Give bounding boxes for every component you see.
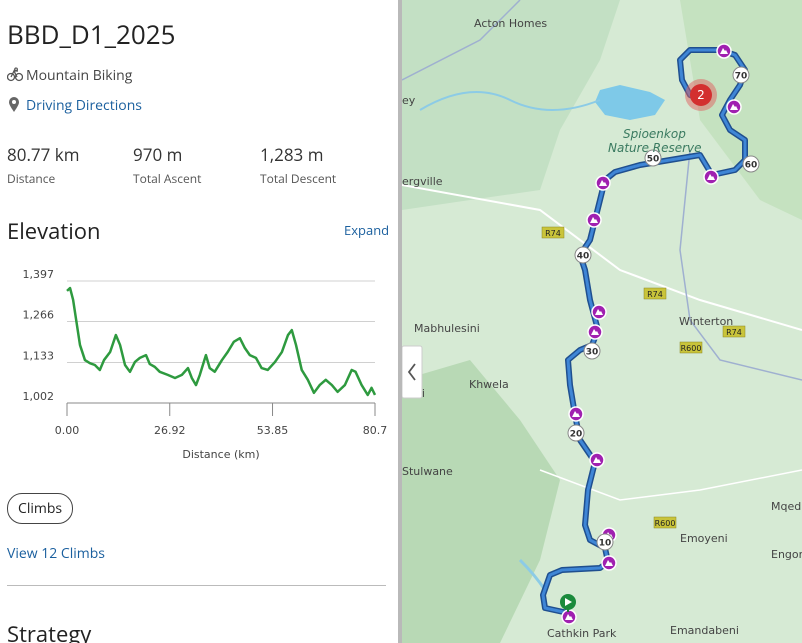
x-tick-label: 26.92 [154, 424, 186, 437]
km-marker [644, 149, 662, 167]
elevation-line [66, 286, 377, 397]
strategy-heading: Strategy [7, 619, 92, 643]
climb-icon [707, 174, 715, 180]
climb-icon [590, 217, 598, 223]
climbs-button[interactable]: Climbs [7, 493, 74, 524]
map-label: Cathkin Park [547, 627, 617, 640]
km-label: 20 [570, 430, 583, 440]
road-label: R600 [681, 344, 702, 353]
km-label: 30 [586, 348, 599, 358]
x-tick-label: 0.00 [55, 424, 80, 437]
x-tick-label: 53.85 [257, 424, 289, 437]
stat-value: 970 m [133, 143, 183, 166]
km-marker [742, 155, 760, 173]
expand-link[interactable]: Expand [344, 221, 390, 239]
driving-directions[interactable]: Driving Directions [26, 96, 142, 115]
y-tick-label: 1,002 [23, 390, 55, 403]
view-climbs-link[interactable]: View 12 Climbs [7, 544, 105, 563]
bike-icon [7, 67, 23, 82]
map-label: Stulwane [402, 465, 453, 478]
elevation-heading: Elevation [7, 216, 101, 246]
y-tick-label: 1,266 [23, 308, 55, 321]
y-tick-label: 1,133 [23, 350, 55, 363]
road-label: R600 [655, 519, 676, 528]
map-label: Engor [771, 548, 802, 561]
dam [595, 85, 665, 120]
map-label: Acton Homes [474, 17, 547, 30]
climb-icon [572, 411, 580, 417]
chevron-icon [407, 363, 416, 381]
map-label: Emandabeni [670, 624, 739, 637]
map-label: ey [402, 94, 416, 107]
km-label: 40 [577, 252, 590, 262]
road-badges: R74 R74 R74 R600 R600 [541, 226, 746, 529]
climb-icon [730, 104, 738, 110]
stat-label: Total Ascent [133, 170, 202, 187]
climb-icon [591, 329, 599, 335]
stat-value: 80.77 km [7, 143, 80, 166]
cluster-count: 2 [697, 88, 705, 102]
stat-label: Total Descent [260, 170, 337, 187]
km-markers: 10 20 30 40 50 60 70 [567, 66, 760, 551]
road-badge [679, 341, 703, 354]
stat-value: 1,283 m [260, 143, 324, 166]
km-marker [567, 424, 585, 442]
road [539, 469, 802, 501]
map-label: Winterton [679, 315, 733, 328]
route-title: BBD_D1_2025 [7, 16, 176, 52]
km-label: 10 [599, 539, 612, 549]
km-label: 50 [647, 155, 660, 165]
km-label: 70 [735, 72, 748, 82]
road-label: R74 [647, 290, 663, 299]
sport-type: Mountain Biking [26, 66, 133, 85]
divider [398, 0, 402, 643]
river [419, 91, 601, 111]
road-label: R74 [726, 328, 742, 337]
stat-label: Distance [7, 170, 56, 187]
separator [7, 585, 386, 586]
elevation-chart: 1,002 1,133 1,266 1,397 0.00 26.92 53.85 80.7 Di… [23, 268, 388, 461]
road-badge [541, 226, 565, 239]
map-label: Mabhulesini [414, 322, 480, 335]
road-label: R74 [545, 229, 561, 238]
km-marker [732, 66, 750, 84]
climb-icon [605, 560, 613, 566]
x-tick-label: 80.7 [363, 424, 388, 437]
y-tick-label: 1,397 [23, 268, 55, 281]
map: 10 20 30 40 50 60 70 2 Acton Homes Spioenkop N… [402, 0, 802, 643]
climb-icon [599, 180, 607, 186]
cluster[interactable] [690, 84, 712, 106]
climb-icon [595, 309, 603, 315]
pin-icon [9, 97, 19, 112]
km-marker [596, 533, 614, 551]
map-label: Emoyeni [680, 532, 728, 545]
map-label: Mqed [771, 500, 801, 513]
km-marker [574, 246, 592, 264]
climb-icon [593, 457, 601, 463]
map-label: Spioenkop [623, 127, 686, 141]
km-marker [583, 342, 601, 360]
climb-icon [565, 614, 573, 620]
x-axis-title: Distance (km) [182, 448, 259, 461]
road [402, 184, 802, 331]
road-badge [653, 516, 677, 529]
road [402, 0, 521, 81]
road-badge [643, 287, 667, 300]
road [679, 149, 802, 381]
terrain [402, 360, 560, 643]
start-icon [565, 598, 572, 606]
route-panel: BBD_D1_2025 Mountain Biking Driving Dire… [0, 0, 398, 643]
map-label: Nature Reserve [608, 141, 702, 155]
map-label: Khwela [469, 378, 509, 391]
map-label: ergville [402, 175, 443, 188]
collapse-tab[interactable] [402, 345, 423, 399]
km-label: 60 [745, 161, 758, 171]
road-badge [722, 325, 746, 338]
climb-icon [720, 48, 728, 54]
